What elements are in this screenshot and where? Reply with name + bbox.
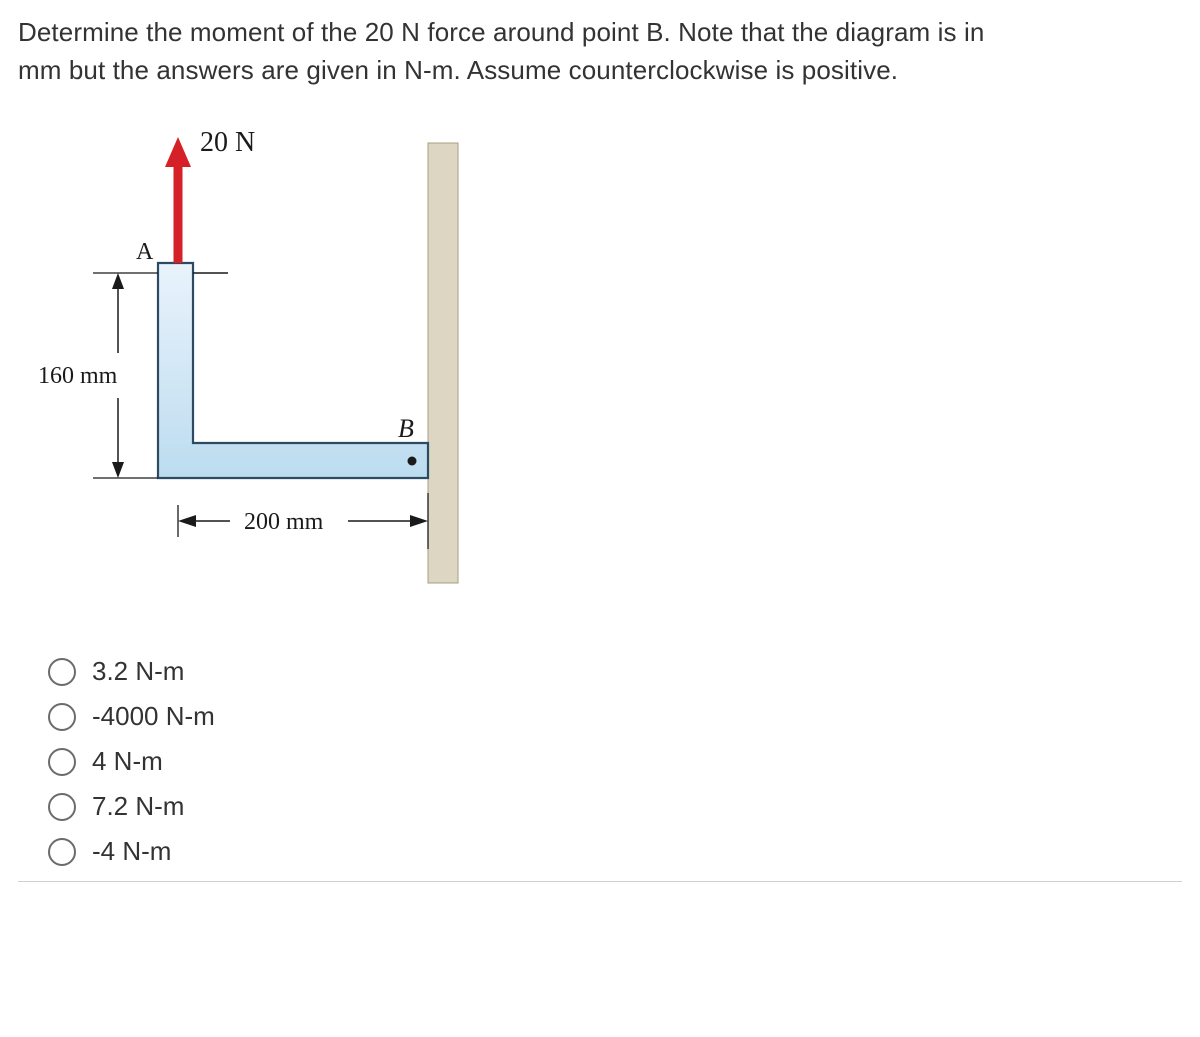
radio-icon[interactable]: [48, 838, 76, 866]
force-arrow: [165, 137, 191, 263]
question-text: Determine the moment of the 20 N force a…: [18, 14, 1182, 89]
dim-horizontal: 200 mm: [178, 493, 428, 549]
l-bracket: [158, 263, 428, 478]
point-b-dot: [408, 457, 417, 466]
option-4[interactable]: 7.2 N-m: [48, 791, 1182, 822]
point-b-label: B: [398, 414, 414, 443]
option-2[interactable]: -4000 N-m: [48, 701, 1182, 732]
dim-horizontal-label: 200 mm: [244, 509, 324, 535]
answer-options: 3.2 N-m -4000 N-m 4 N-m 7.2 N-m -4 N-m: [48, 656, 1182, 867]
diagram-svg: 20 N A B 160 mm: [38, 123, 468, 603]
radio-icon[interactable]: [48, 748, 76, 776]
point-a-label: A: [136, 239, 154, 265]
option-3[interactable]: 4 N-m: [48, 746, 1182, 777]
dim-vertical: 160 mm: [38, 273, 158, 478]
dim-vertical-label: 160 mm: [38, 363, 118, 389]
option-1[interactable]: 3.2 N-m: [48, 656, 1182, 687]
radio-icon[interactable]: [48, 658, 76, 686]
option-5[interactable]: -4 N-m: [48, 836, 1182, 867]
divider: [18, 881, 1182, 882]
wall: [428, 143, 458, 583]
option-label: 7.2 N-m: [92, 791, 184, 822]
option-label: -4 N-m: [92, 836, 171, 867]
force-label: 20 N: [200, 127, 255, 158]
radio-icon[interactable]: [48, 793, 76, 821]
question-line-2: mm but the answers are given in N-m. Ass…: [18, 55, 898, 85]
diagram: 20 N A B 160 mm: [38, 123, 1182, 608]
option-label: 4 N-m: [92, 746, 163, 777]
question-page: Determine the moment of the 20 N force a…: [0, 0, 1200, 892]
radio-icon[interactable]: [48, 703, 76, 731]
option-label: -4000 N-m: [92, 701, 215, 732]
question-line-1: Determine the moment of the 20 N force a…: [18, 17, 984, 47]
option-label: 3.2 N-m: [92, 656, 184, 687]
